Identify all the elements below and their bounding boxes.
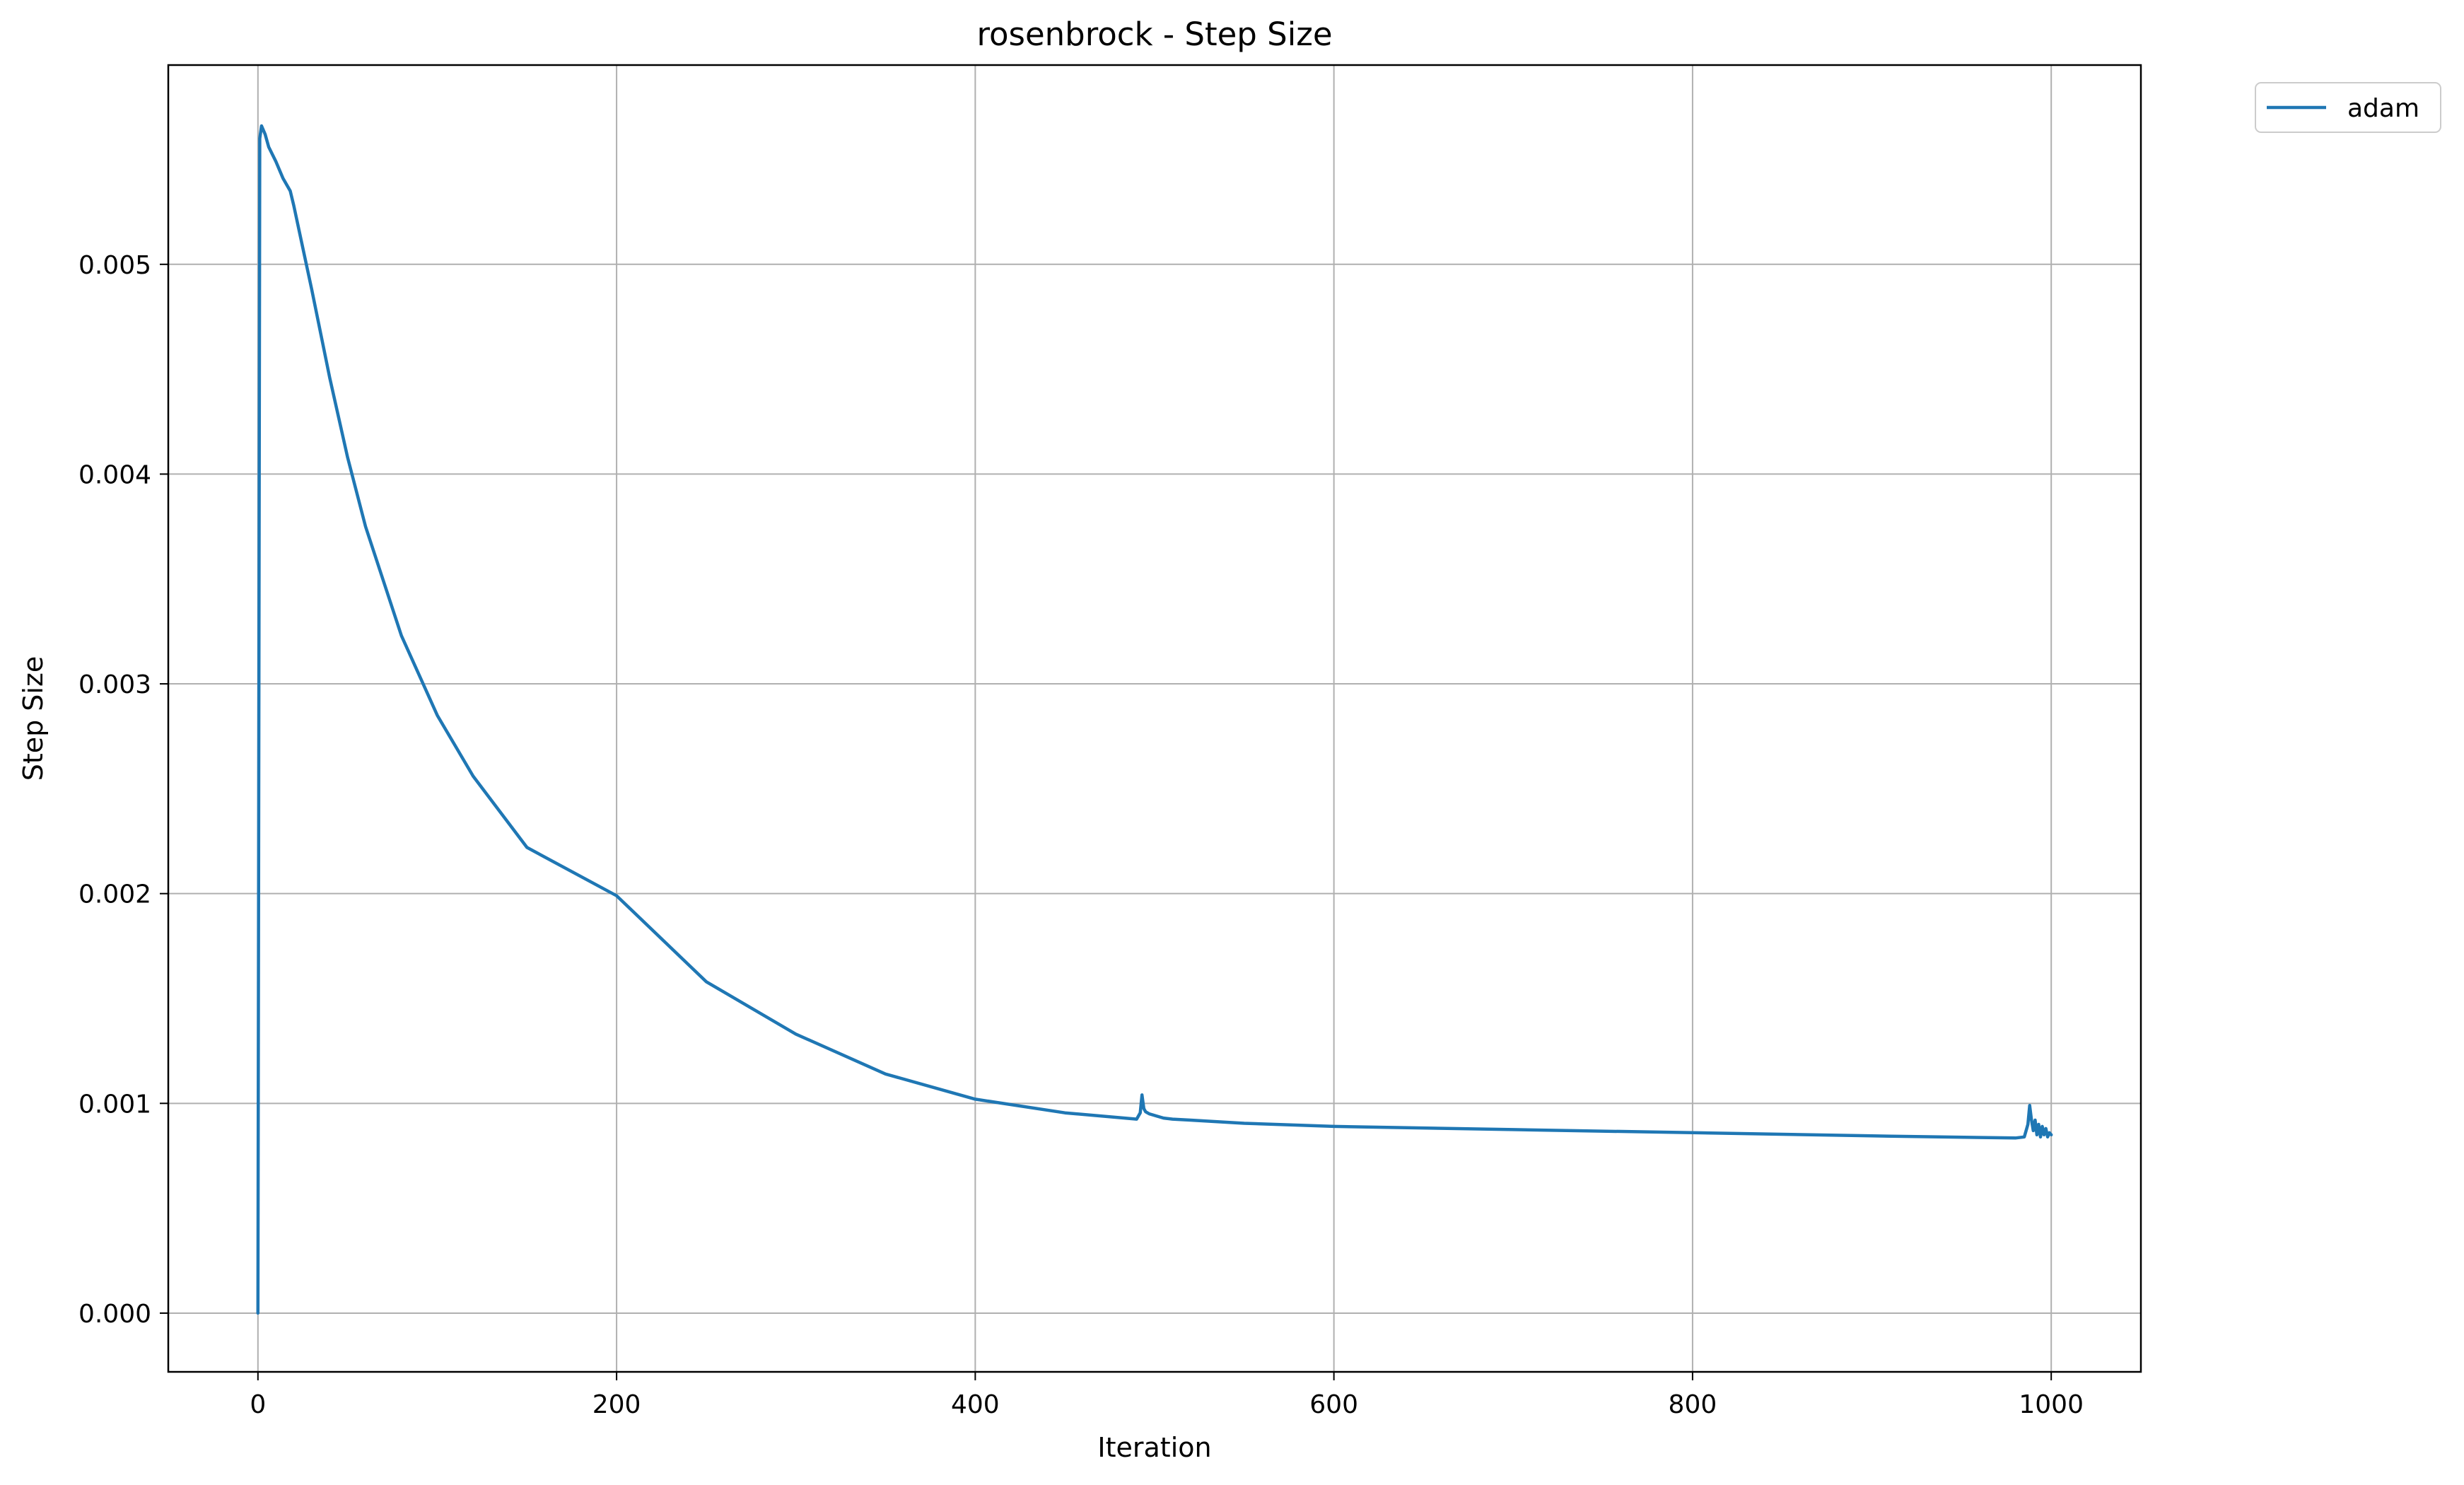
x-tick-label: 200	[592, 1390, 641, 1419]
y-tick-label: 0.005	[78, 251, 151, 280]
series-lines	[256, 124, 2053, 1315]
grid	[168, 65, 2141, 1372]
legend: adam	[2255, 82, 2441, 133]
series-line-adam	[256, 124, 2053, 1315]
plot-area-frame	[167, 64, 2142, 1373]
x-tick-label: 600	[1309, 1390, 1358, 1419]
legend-label-adam: adam	[2347, 94, 2419, 123]
x-tick-label: 800	[1669, 1390, 1717, 1419]
y-tick-label: 0.004	[78, 460, 151, 489]
y-tick-label: 0.000	[78, 1300, 151, 1329]
x-tick-label: 400	[951, 1390, 1000, 1419]
y-tick-label: 0.003	[78, 670, 151, 699]
axis-ticks: 0 200 400 600 800 1000 0.000 0.001 0.002 0.003 0.0…	[78, 251, 2084, 1419]
x-tick-label: 0	[250, 1390, 266, 1419]
y-axis-label: Step Size	[18, 656, 49, 781]
y-tick-label: 0.001	[78, 1090, 151, 1119]
legend-box	[2255, 82, 2441, 133]
y-tick-label: 0.002	[78, 880, 151, 909]
x-tick-label: 1000	[2019, 1390, 2084, 1419]
x-axis-label: Iteration	[1097, 1432, 1211, 1463]
chart-title: rosenbrock - Step Size	[976, 16, 1332, 53]
